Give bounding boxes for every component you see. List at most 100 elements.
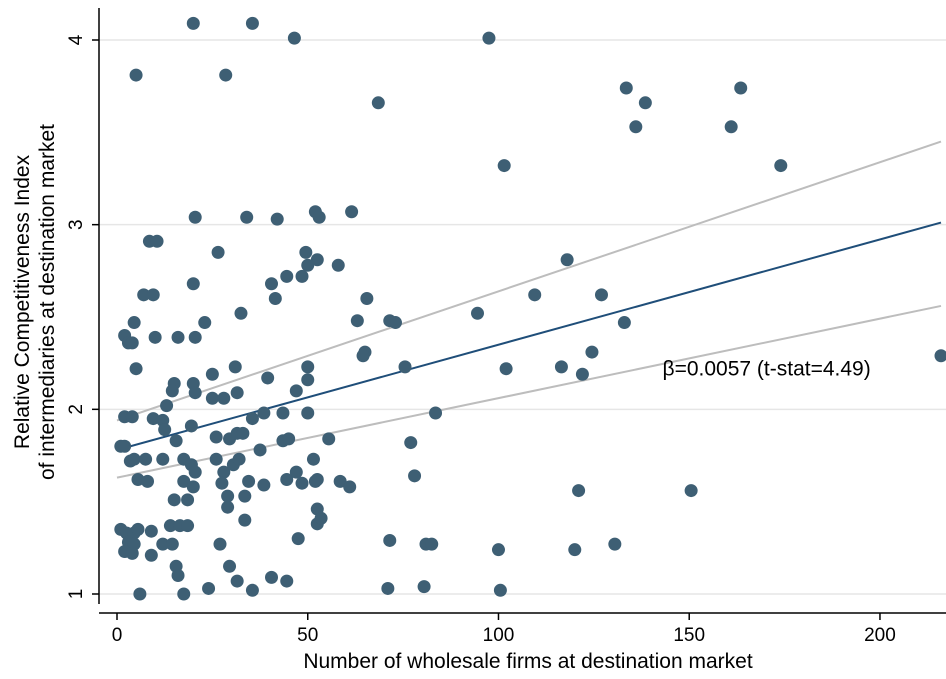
- data-point-19: [312, 210, 326, 224]
- data-point-104: [188, 465, 202, 479]
- data-point-0: [186, 16, 200, 30]
- data-point-21: [150, 234, 164, 248]
- data-point-162: [230, 574, 244, 588]
- data-point-94: [322, 432, 336, 446]
- data-point-132: [163, 519, 177, 533]
- data-point-3: [482, 31, 496, 45]
- data-point-16: [188, 210, 202, 224]
- data-point-5: [219, 68, 233, 82]
- data-point-66: [261, 371, 275, 385]
- data-point-131: [684, 484, 698, 498]
- data-point-45: [617, 316, 631, 330]
- data-point-165: [202, 581, 216, 595]
- axes: [92, 8, 946, 620]
- data-point-42: [350, 314, 364, 328]
- data-point-146: [156, 537, 170, 551]
- data-point-84: [158, 423, 172, 437]
- data-point-68: [165, 384, 179, 398]
- data-point-38: [234, 306, 248, 320]
- data-point-11: [724, 120, 738, 134]
- x-tick-label-150: 150: [673, 625, 705, 646]
- data-point-2: [287, 31, 301, 45]
- data-point-169: [177, 587, 191, 601]
- data-point-168: [133, 587, 147, 601]
- data-point-126: [181, 493, 195, 507]
- data-point-73: [205, 391, 219, 405]
- data-point-135: [221, 500, 235, 514]
- data-point-41: [198, 316, 212, 330]
- data-point-136: [238, 513, 252, 527]
- data-point-78: [301, 406, 315, 420]
- data-point-114: [177, 474, 191, 488]
- data-point-167: [417, 580, 431, 594]
- data-point-29: [295, 269, 309, 283]
- data-point-6: [619, 81, 633, 95]
- data-point-56: [129, 362, 143, 376]
- data-point-59: [398, 360, 412, 374]
- data-point-24: [310, 253, 324, 267]
- data-point-158: [568, 543, 582, 557]
- data-point-161: [171, 569, 185, 583]
- data-point-149: [383, 533, 397, 547]
- y-tick-label-1: 1: [66, 589, 87, 600]
- data-point-36: [594, 288, 608, 302]
- data-point-33: [146, 288, 160, 302]
- data-point-148: [213, 537, 227, 551]
- data-point-124: [343, 480, 357, 494]
- data-point-81: [125, 410, 139, 424]
- data-point-152: [425, 537, 439, 551]
- data-point-99: [127, 452, 141, 466]
- data-point-25: [560, 253, 574, 267]
- data-point-60: [554, 360, 568, 374]
- data-point-75: [245, 412, 259, 426]
- data-point-1: [245, 16, 259, 30]
- data-point-69: [188, 386, 202, 400]
- data-point-12: [497, 159, 511, 173]
- data-point-15: [345, 205, 359, 219]
- data-point-51: [188, 330, 202, 344]
- data-point-76: [257, 406, 271, 420]
- data-point-155: [125, 546, 139, 560]
- data-point-164: [280, 574, 294, 588]
- data-point-100: [139, 452, 153, 466]
- fit-line-group: [116, 221, 942, 451]
- data-point-119: [280, 473, 294, 487]
- data-point-93: [282, 432, 296, 446]
- x-axis-title: Number of wholesale firms at destination…: [303, 650, 753, 673]
- data-point-86: [184, 419, 198, 433]
- data-point-37: [268, 292, 282, 306]
- data-point-57: [228, 360, 242, 374]
- data-point-58: [301, 360, 315, 374]
- data-point-61: [499, 362, 513, 376]
- data-point-44: [388, 316, 402, 330]
- y-tick-label-2: 2: [66, 404, 87, 415]
- data-point-74: [217, 391, 231, 405]
- y-tick-label-3: 3: [66, 219, 87, 230]
- data-point-39: [471, 306, 484, 320]
- data-point-67: [301, 373, 315, 387]
- data-point-118: [257, 478, 271, 492]
- data-point-113: [141, 474, 155, 488]
- data-point-35: [528, 288, 542, 302]
- data-point-125: [167, 493, 181, 507]
- data-point-171: [493, 583, 507, 597]
- data-point-30: [186, 277, 200, 291]
- data-point-138: [314, 511, 328, 525]
- x-tick-label-200: 200: [864, 625, 896, 646]
- data-point-9: [638, 96, 652, 110]
- data-point-70: [230, 386, 244, 400]
- data-point-17: [240, 210, 254, 224]
- x-tick-label-100: 100: [483, 625, 515, 646]
- data-point-71: [289, 384, 303, 398]
- data-points: [114, 16, 946, 601]
- data-point-90: [236, 426, 250, 440]
- data-point-87: [209, 430, 223, 444]
- gridlines: [99, 39, 946, 595]
- data-point-28: [280, 269, 294, 283]
- data-point-150: [291, 532, 305, 546]
- data-point-147: [165, 537, 179, 551]
- data-point-153: [608, 537, 622, 551]
- ci-line-upper: [116, 140, 942, 422]
- x-tick-label-50: 50: [297, 625, 318, 646]
